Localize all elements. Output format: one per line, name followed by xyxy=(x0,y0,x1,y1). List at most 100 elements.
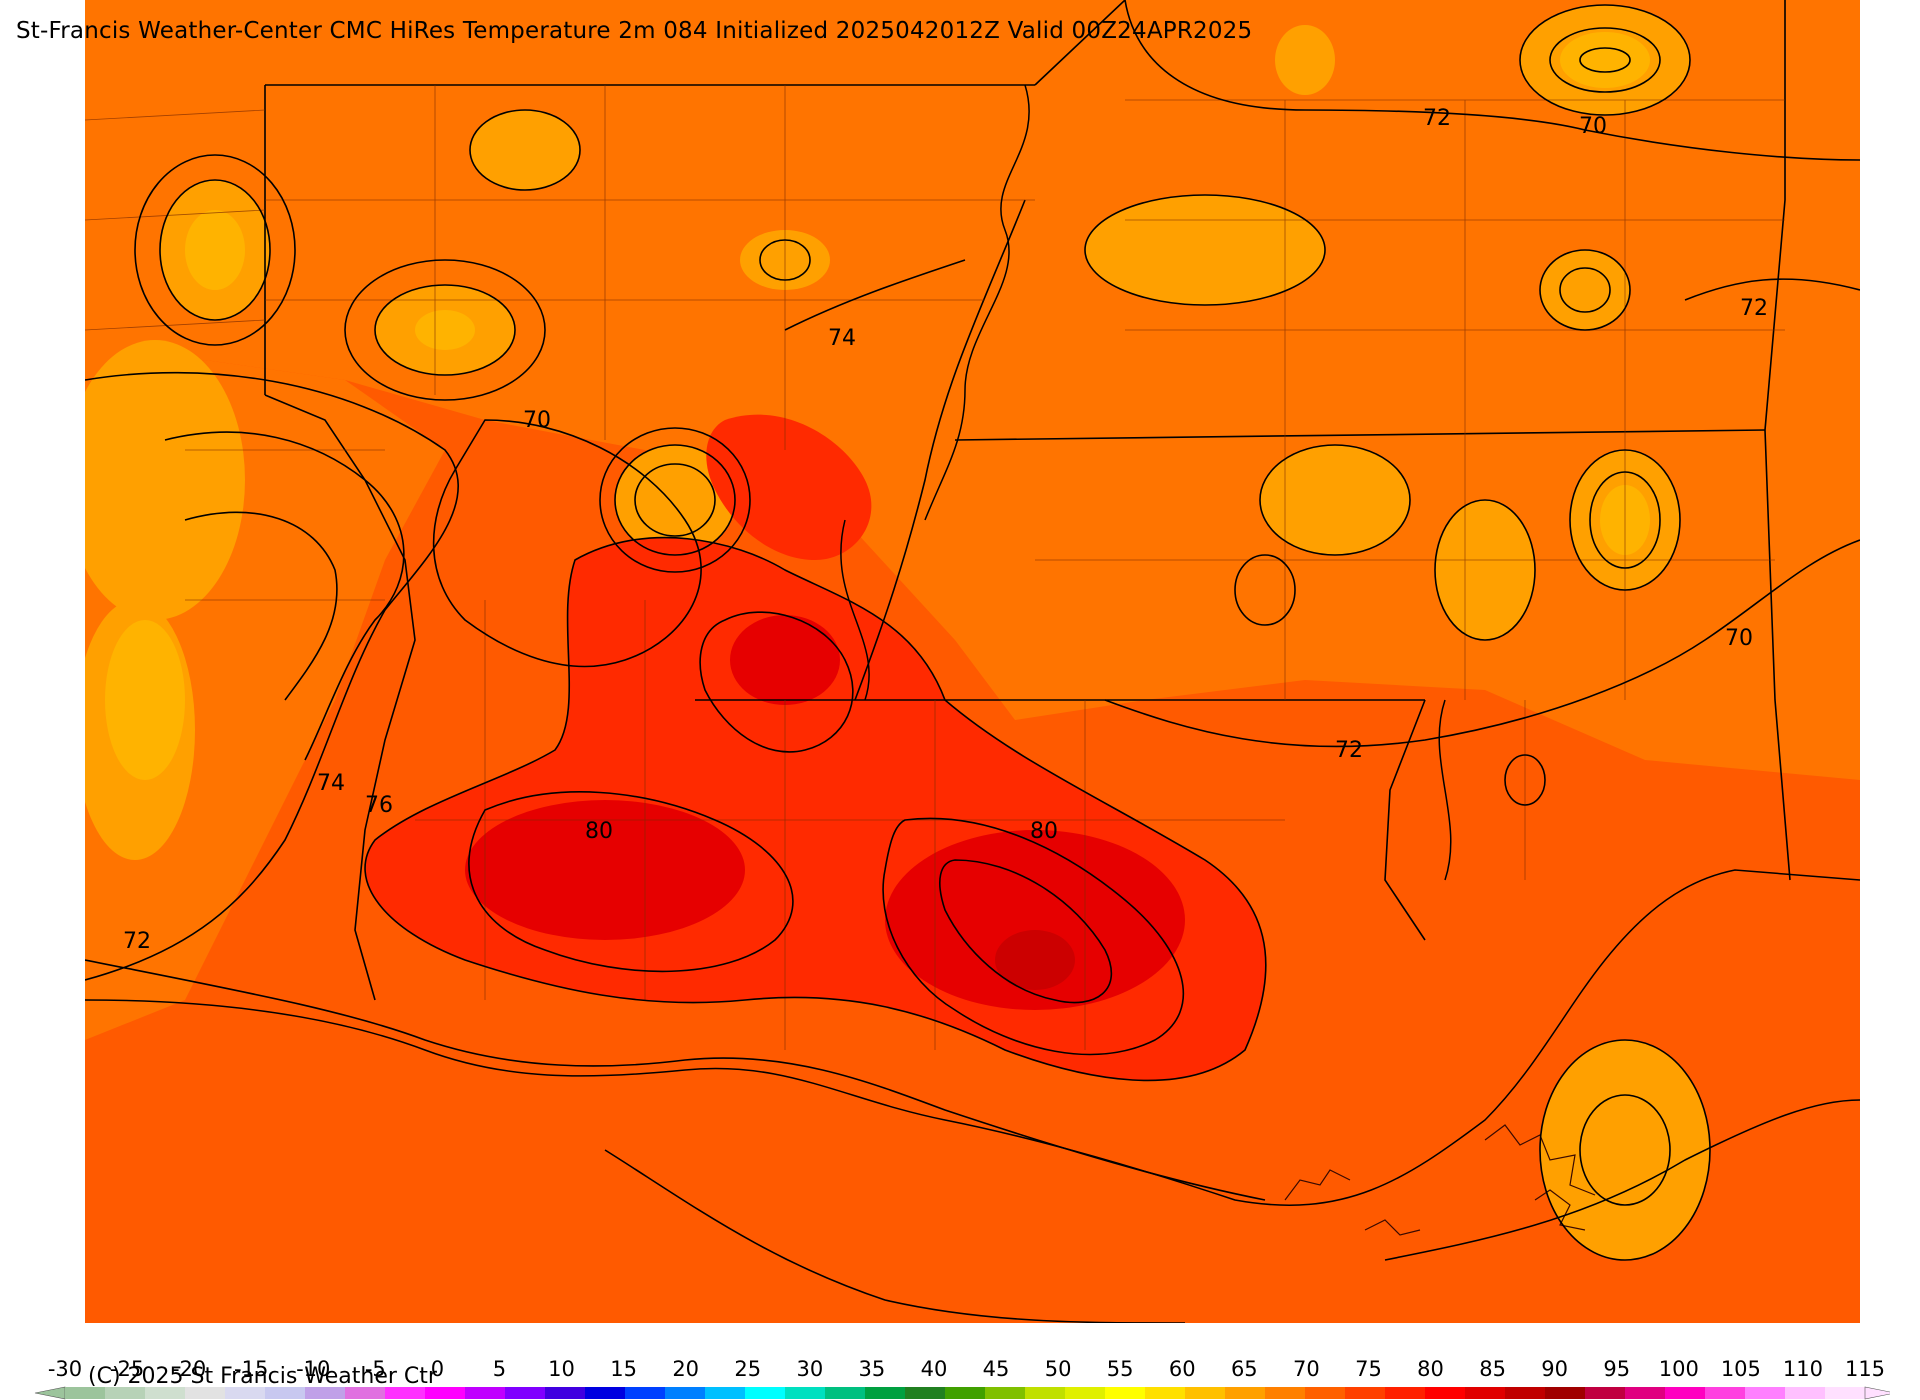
contour-label: 70 xyxy=(1725,626,1753,651)
colorbar-swatch xyxy=(1785,1387,1826,1399)
colorbar-tick-label: 5 xyxy=(493,1357,506,1381)
colorbar-swatch xyxy=(865,1387,906,1399)
colorbar-tick-label: 30 xyxy=(796,1357,823,1381)
contour-label: 76 xyxy=(365,793,393,818)
colorbar-tick-label: 0 xyxy=(431,1357,444,1381)
contour-labels: 74 70 72 70 72 70 72 74 76 80 80 72 xyxy=(123,106,1768,954)
colorbar-tick-label: 50 xyxy=(1045,1357,1072,1381)
contour-label: 70 xyxy=(523,408,551,433)
colorbar-swatch xyxy=(185,1387,226,1399)
colorbar-swatch xyxy=(1265,1387,1306,1399)
colorbar-swatch xyxy=(425,1387,466,1399)
colorbar-tick-label: 75 xyxy=(1355,1357,1382,1381)
colorbar-swatch xyxy=(945,1387,986,1399)
colorbar-swatch xyxy=(1585,1387,1626,1399)
colorbar-swatch xyxy=(1505,1387,1546,1399)
colorbar-max-arrow xyxy=(1864,1386,1890,1400)
temperature-colorbar: -30 -25 -20 -15 -10 -5 0 5 10 15 20 25 30 35 40 45 50 55 6… xyxy=(34,1357,1890,1400)
map-title: St-Francis Weather-Center CMC HiRes Temp… xyxy=(16,18,1253,44)
colorbar-tick-label: 110 xyxy=(1783,1357,1823,1381)
contour-label: 72 xyxy=(1423,106,1451,131)
colorbar-tick-label: -5 xyxy=(365,1357,386,1381)
contour-label: 74 xyxy=(317,771,345,796)
coldest-pockets xyxy=(105,32,1650,780)
colorbar-tick-label: 10 xyxy=(548,1357,575,1381)
colorbar-swatch xyxy=(265,1387,306,1399)
colorbar-swatch xyxy=(1185,1387,1226,1399)
colorbar-tick-label: 115 xyxy=(1845,1357,1885,1381)
colorbar-swatch xyxy=(65,1387,106,1399)
delta-marsh xyxy=(1284,1124,1596,1236)
colorbar-swatch xyxy=(545,1387,586,1399)
colorbar-swatch xyxy=(1225,1387,1266,1399)
hottest-core xyxy=(995,930,1075,990)
colorbar-swatch xyxy=(1145,1387,1186,1399)
colorbar-swatch xyxy=(1665,1387,1706,1399)
isotherm-contours xyxy=(85,0,1860,1323)
colorbar-swatch xyxy=(665,1387,706,1399)
colorbar-min-arrow xyxy=(34,1386,66,1400)
county-lines xyxy=(85,85,1785,1050)
colorbar-swatch xyxy=(1465,1387,1506,1399)
colorbar-tick-label: 95 xyxy=(1603,1357,1630,1381)
colorbar-swatch xyxy=(505,1387,546,1399)
contour-label: 72 xyxy=(1335,738,1363,763)
colorbar-tick-labels: -30 -25 -20 -15 -10 -5 0 5 10 15 20 25 30 35 40 45 50 55 6… xyxy=(48,1357,1885,1381)
colorbar-tick-label: 15 xyxy=(610,1357,637,1381)
colorbar-swatch xyxy=(585,1387,626,1399)
contour-label: 72 xyxy=(1740,296,1768,321)
colorbar-tick-label: 20 xyxy=(672,1357,699,1381)
colorbar-tick-label: 90 xyxy=(1541,1357,1568,1381)
colorbar-swatch xyxy=(1745,1387,1786,1399)
colorbar-tick-label: 85 xyxy=(1479,1357,1506,1381)
colorbar-tick-label: 60 xyxy=(1169,1357,1196,1381)
colorbar-swatch xyxy=(1425,1387,1466,1399)
colorbar-swatch xyxy=(1025,1387,1066,1399)
colorbar-swatch xyxy=(1705,1387,1746,1399)
colorbar-swatch xyxy=(1305,1387,1346,1399)
map-canvas: 74 70 72 70 72 70 72 74 76 80 80 72 xyxy=(85,0,1860,1323)
contour-label: 80 xyxy=(585,819,613,844)
coastline xyxy=(85,84,1860,1206)
colorbar-tick-label: 25 xyxy=(734,1357,761,1381)
temperature-zone-warm-upper xyxy=(706,414,872,560)
colorbar-swatch xyxy=(465,1387,506,1399)
colorbar-swatch xyxy=(145,1387,186,1399)
colorbar-tick-label: 70 xyxy=(1293,1357,1320,1381)
colorbar-swatch xyxy=(825,1387,866,1399)
colorbar-swatch xyxy=(345,1387,386,1399)
colorbar-tick-label: -10 xyxy=(296,1357,330,1381)
contour-label: 70 xyxy=(1579,114,1607,139)
colorbar-swatch xyxy=(385,1387,426,1399)
colorbar-tick-label: 105 xyxy=(1721,1357,1761,1381)
colorbar-swatch xyxy=(1105,1387,1146,1399)
colorbar-tick-label: -20 xyxy=(172,1357,206,1381)
colorbar-swatch xyxy=(1345,1387,1386,1399)
temperature-zone-north xyxy=(85,0,1860,780)
colorbar-swatch xyxy=(1065,1387,1106,1399)
contour-label: 72 xyxy=(123,929,151,954)
colorbar-tick-label: -30 xyxy=(48,1357,82,1381)
colorbar-tick-label: 80 xyxy=(1417,1357,1444,1381)
state-borders xyxy=(264,0,1791,1001)
colorbar-swatch xyxy=(1385,1387,1426,1399)
contour-label: 80 xyxy=(1030,819,1058,844)
colorbar-tick-label: 40 xyxy=(921,1357,948,1381)
copyright-notice: (C) 2025 St Francis Weather Ctr xyxy=(88,1364,437,1389)
colorbar-swatch xyxy=(745,1387,786,1399)
colorbar-swatch xyxy=(105,1387,146,1399)
colorbar-swatch xyxy=(905,1387,946,1399)
colorbar-tick-label: 35 xyxy=(859,1357,886,1381)
temperature-map: 74 70 72 70 72 70 72 74 76 80 80 72 xyxy=(85,0,1860,1323)
colorbar-swatches xyxy=(34,1386,1890,1400)
colorbar-tick-label: -15 xyxy=(234,1357,268,1381)
colorbar-swatch xyxy=(1825,1387,1866,1399)
colorbar-tick-label: -25 xyxy=(110,1357,144,1381)
colorbar-tick-label: 100 xyxy=(1659,1357,1699,1381)
colorbar-swatch xyxy=(305,1387,346,1399)
colorbar-swatch xyxy=(225,1387,266,1399)
colorbar-swatch xyxy=(785,1387,826,1399)
colorbar-swatch xyxy=(1625,1387,1666,1399)
colorbar-tick-label: 55 xyxy=(1107,1357,1134,1381)
colorbar-tick-label: 45 xyxy=(983,1357,1010,1381)
